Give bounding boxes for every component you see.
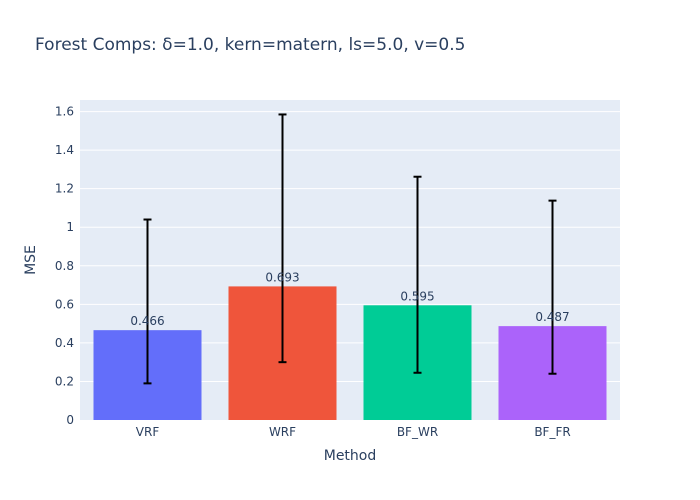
x-tick-label: WRF <box>269 425 296 439</box>
y-tick-label: 1 <box>66 220 74 234</box>
data-labels: 0.466 0.693 0.595 0.487 <box>130 270 569 328</box>
data-label: 0.595 <box>400 289 434 303</box>
x-tick-label: BF_FR <box>534 425 570 439</box>
y-tick-label: 1.2 <box>55 182 74 196</box>
error-bar <box>548 199 557 375</box>
y-tick-label: 1.6 <box>55 105 74 119</box>
y-tick-label: 0 <box>66 413 74 427</box>
x-tick-label: VRF <box>136 425 160 439</box>
y-tick-label: 1.4 <box>55 143 74 157</box>
data-label: 0.466 <box>130 314 164 328</box>
error-bars <box>143 113 557 385</box>
data-label: 0.693 <box>265 270 299 284</box>
y-tick-label: 0.4 <box>55 336 74 350</box>
y-tick-label: 0.6 <box>55 297 74 311</box>
y-axis-title: MSE <box>23 245 39 275</box>
y-axis-ticks: 0 0.2 0.4 0.6 0.8 1 1.2 1.4 1.6 <box>55 105 74 427</box>
data-label: 0.487 <box>535 310 569 324</box>
chart-title: Forest Comps: δ=1.0, kern=matern, ls=5.0… <box>35 35 465 55</box>
x-tick-label: BF_WR <box>397 425 438 439</box>
y-tick-label: 0.2 <box>55 374 74 388</box>
y-tick-label: 0.8 <box>55 259 74 273</box>
x-axis-ticks: VRF WRF BF_WR BF_FR <box>136 425 571 439</box>
error-bar <box>278 113 287 364</box>
error-bar <box>413 175 422 374</box>
x-axis-title: Method <box>324 448 377 464</box>
error-bar <box>143 218 152 385</box>
